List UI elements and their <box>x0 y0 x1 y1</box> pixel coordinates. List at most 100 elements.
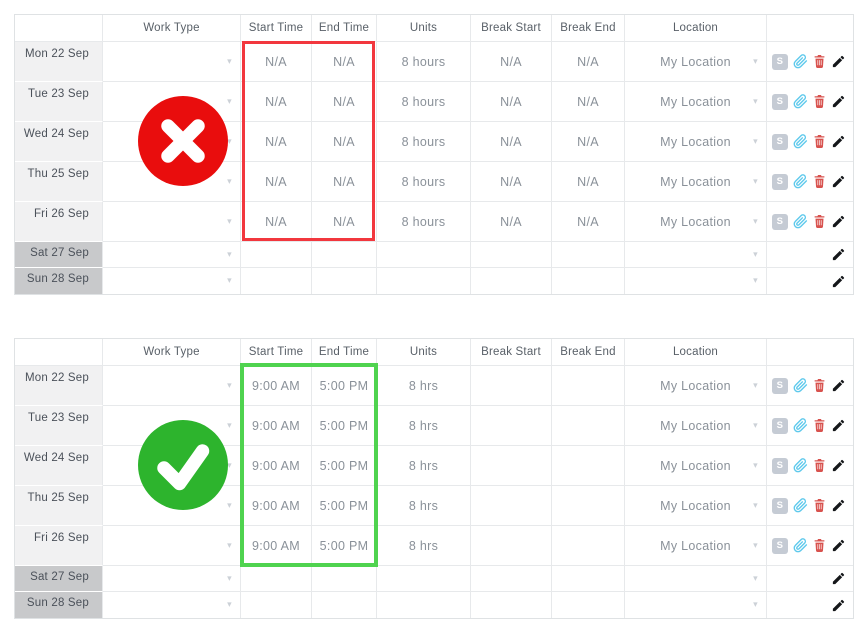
break-start-cell[interactable]: N/A <box>471 122 552 162</box>
paperclip-icon[interactable] <box>793 214 808 229</box>
location-cell[interactable]: My Location ▾ <box>625 446 767 486</box>
location-cell[interactable]: ▾ <box>625 592 767 618</box>
trash-icon[interactable] <box>813 458 826 473</box>
start-time-cell[interactable]: N/A <box>241 162 312 202</box>
break-start-cell[interactable]: N/A <box>471 202 552 242</box>
paperclip-icon[interactable] <box>793 418 808 433</box>
work-type-cell[interactable]: ▾ <box>103 268 241 294</box>
location-cell[interactable]: My Location ▾ <box>625 366 767 406</box>
end-time-cell[interactable]: N/A <box>312 162 377 202</box>
location-cell[interactable]: My Location ▾ <box>625 42 767 82</box>
work-type-cell[interactable]: ▾ <box>103 446 241 486</box>
break-end-cell[interactable] <box>552 446 625 486</box>
break-end-cell[interactable]: N/A <box>552 202 625 242</box>
trash-icon[interactable] <box>813 54 826 69</box>
break-start-cell[interactable] <box>471 566 552 592</box>
location-cell[interactable]: My Location ▾ <box>625 406 767 446</box>
end-time-cell[interactable]: N/A <box>312 122 377 162</box>
break-start-cell[interactable] <box>471 526 552 566</box>
work-type-cell[interactable]: ▾ <box>103 366 241 406</box>
end-time-cell[interactable]: 5:00 PM <box>312 366 377 406</box>
pencil-icon[interactable] <box>831 214 846 229</box>
break-start-cell[interactable] <box>471 242 552 268</box>
trash-icon[interactable] <box>813 498 826 513</box>
shift-badge-icon[interactable]: S <box>772 213 788 230</box>
shift-badge-icon[interactable]: S <box>772 173 788 190</box>
break-start-cell[interactable] <box>471 366 552 406</box>
trash-icon[interactable] <box>813 134 826 149</box>
paperclip-icon[interactable] <box>793 498 808 513</box>
start-time-cell[interactable]: 9:00 AM <box>241 486 312 526</box>
pencil-icon[interactable] <box>831 134 846 149</box>
end-time-cell[interactable]: N/A <box>312 42 377 82</box>
pencil-icon[interactable] <box>831 571 846 586</box>
work-type-cell[interactable]: ▾ <box>103 566 241 592</box>
break-start-cell[interactable]: N/A <box>471 42 552 82</box>
start-time-cell[interactable] <box>241 592 312 618</box>
pencil-icon[interactable] <box>831 458 846 473</box>
end-time-cell[interactable]: 5:00 PM <box>312 486 377 526</box>
break-start-cell[interactable] <box>471 406 552 446</box>
start-time-cell[interactable] <box>241 268 312 294</box>
shift-badge-icon[interactable]: S <box>772 537 788 554</box>
work-type-cell[interactable]: ▾ <box>103 406 241 446</box>
location-cell[interactable]: My Location ▾ <box>625 202 767 242</box>
pencil-icon[interactable] <box>831 94 846 109</box>
location-cell[interactable]: ▾ <box>625 268 767 294</box>
paperclip-icon[interactable] <box>793 538 808 553</box>
shift-badge-icon[interactable]: S <box>772 133 788 150</box>
paperclip-icon[interactable] <box>793 54 808 69</box>
break-end-cell[interactable] <box>552 526 625 566</box>
break-end-cell[interactable] <box>552 592 625 618</box>
location-cell[interactable]: My Location ▾ <box>625 82 767 122</box>
start-time-cell[interactable]: 9:00 AM <box>241 526 312 566</box>
break-end-cell[interactable]: N/A <box>552 162 625 202</box>
pencil-icon[interactable] <box>831 378 846 393</box>
start-time-cell[interactable]: 9:00 AM <box>241 406 312 446</box>
paperclip-icon[interactable] <box>793 134 808 149</box>
break-start-cell[interactable] <box>471 268 552 294</box>
start-time-cell[interactable]: N/A <box>241 202 312 242</box>
trash-icon[interactable] <box>813 174 826 189</box>
work-type-cell[interactable]: ▾ <box>103 82 241 122</box>
start-time-cell[interactable]: N/A <box>241 122 312 162</box>
shift-badge-icon[interactable]: S <box>772 377 788 394</box>
start-time-cell[interactable]: N/A <box>241 82 312 122</box>
break-start-cell[interactable]: N/A <box>471 162 552 202</box>
pencil-icon[interactable] <box>831 598 846 613</box>
end-time-cell[interactable] <box>312 242 377 268</box>
end-time-cell[interactable]: 5:00 PM <box>312 526 377 566</box>
end-time-cell[interactable] <box>312 268 377 294</box>
break-end-cell[interactable] <box>552 268 625 294</box>
paperclip-icon[interactable] <box>793 174 808 189</box>
work-type-cell[interactable]: ▾ <box>103 122 241 162</box>
shift-badge-icon[interactable]: S <box>772 93 788 110</box>
trash-icon[interactable] <box>813 214 826 229</box>
trash-icon[interactable] <box>813 538 826 553</box>
location-cell[interactable]: My Location ▾ <box>625 122 767 162</box>
break-start-cell[interactable] <box>471 592 552 618</box>
start-time-cell[interactable]: 9:00 AM <box>241 366 312 406</box>
work-type-cell[interactable]: ▾ <box>103 162 241 202</box>
end-time-cell[interactable]: 5:00 PM <box>312 406 377 446</box>
paperclip-icon[interactable] <box>793 94 808 109</box>
work-type-cell[interactable]: ▾ <box>103 202 241 242</box>
end-time-cell[interactable] <box>312 566 377 592</box>
start-time-cell[interactable]: 9:00 AM <box>241 446 312 486</box>
start-time-cell[interactable]: N/A <box>241 42 312 82</box>
break-end-cell[interactable]: N/A <box>552 42 625 82</box>
start-time-cell[interactable] <box>241 242 312 268</box>
break-end-cell[interactable] <box>552 242 625 268</box>
work-type-cell[interactable]: ▾ <box>103 526 241 566</box>
paperclip-icon[interactable] <box>793 458 808 473</box>
pencil-icon[interactable] <box>831 538 846 553</box>
pencil-icon[interactable] <box>831 247 846 262</box>
location-cell[interactable]: ▾ <box>625 566 767 592</box>
work-type-cell[interactable]: ▾ <box>103 486 241 526</box>
pencil-icon[interactable] <box>831 54 846 69</box>
break-start-cell[interactable] <box>471 486 552 526</box>
break-end-cell[interactable]: N/A <box>552 122 625 162</box>
location-cell[interactable]: ▾ <box>625 242 767 268</box>
start-time-cell[interactable] <box>241 566 312 592</box>
trash-icon[interactable] <box>813 94 826 109</box>
